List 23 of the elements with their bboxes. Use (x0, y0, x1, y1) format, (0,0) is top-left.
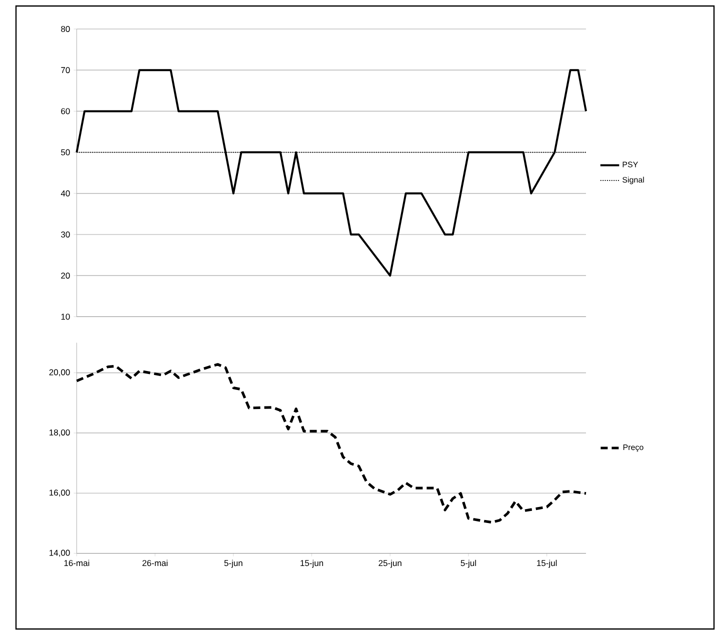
legend-label: Signal (622, 176, 644, 184)
y-tick-label: 20 (61, 272, 70, 279)
y-tick-label: 18,00 (50, 429, 70, 436)
x-tick-label: 16-mai (64, 560, 90, 566)
y-tick-label: 14,00 (50, 550, 70, 557)
legend-label: PSY (622, 162, 638, 168)
y-tick-label: 20,00 (49, 369, 70, 376)
y-tick-label: 50 (61, 149, 70, 156)
y-tick-label: 40 (60, 190, 70, 196)
x-tick-label: 26-mai (142, 560, 168, 566)
x-tick-label: 5-jun (224, 560, 242, 568)
y-tick-label: 10 (61, 314, 70, 320)
legend-label: Preço (623, 444, 644, 452)
x-tick-label: 25-jun (378, 560, 402, 568)
x-tick-label: 15-jun (300, 560, 324, 568)
y-tick-label: 70 (61, 67, 70, 74)
y-tick-label: 60 (61, 108, 70, 114)
y-tick-label: 30 (61, 231, 70, 238)
x-tick-label: 15-jul (537, 560, 557, 568)
y-tick-label: 16,00 (50, 490, 70, 497)
y-tick-label: 80 (61, 26, 70, 32)
line-series (75, 363, 588, 524)
x-tick-label: 5-jul (460, 560, 476, 568)
